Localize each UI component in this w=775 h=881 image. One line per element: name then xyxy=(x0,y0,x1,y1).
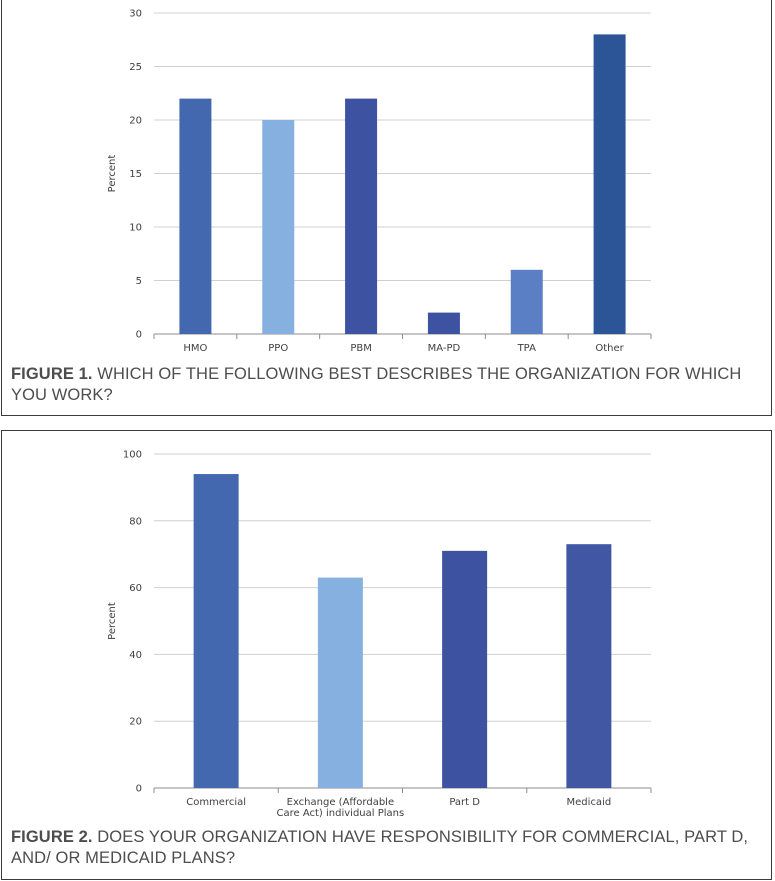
y-axis-title: Percent xyxy=(107,155,118,193)
bar xyxy=(262,120,295,334)
x-category-label: TPA xyxy=(517,343,536,354)
bar xyxy=(193,474,239,788)
chart-2: 0 20 40 60 80 100 Percent Commercial Exchange (A… xyxy=(107,450,652,819)
figure-2-label: FIGURE 2. xyxy=(11,828,93,846)
bar xyxy=(179,98,212,334)
x-category-label: Commercial xyxy=(186,797,246,808)
bar xyxy=(427,312,460,334)
x-category-label: PBM xyxy=(350,343,372,354)
y-axis-title: Percent xyxy=(107,602,118,640)
x-category-label: Medicaid xyxy=(567,797,612,808)
bar xyxy=(566,544,612,788)
y-tick-label: 80 xyxy=(129,516,142,527)
y-tick-label: 40 xyxy=(129,650,142,661)
figure-2-panel: 0 20 40 60 80 100 Percent Commercial Exchange (A… xyxy=(1,430,772,880)
figure-2-text: DOES YOUR ORGANIZATION HAVE RESPONSIBILI… xyxy=(11,828,749,867)
x-category-label: Other xyxy=(595,343,624,354)
figure-2-caption: FIGURE 2. DOES YOUR ORGANIZATION HAVE RE… xyxy=(11,827,761,869)
x-category-label: Care Act) individual Plans xyxy=(277,808,405,819)
bar xyxy=(510,269,543,334)
y-tick-label: 30 xyxy=(129,9,142,20)
figure-1-label: FIGURE 1. xyxy=(11,365,93,383)
y-tick-label: 5 xyxy=(136,276,142,287)
y-tick-label: 60 xyxy=(129,583,142,594)
x-category-label: Exchange (Affordable xyxy=(287,797,394,808)
bar xyxy=(593,34,626,335)
bar xyxy=(345,98,378,334)
y-tick-label: 0 xyxy=(136,784,142,795)
bar xyxy=(317,577,363,788)
figure-1-caption: FIGURE 1. WHICH OF THE FOLLOWING BEST DE… xyxy=(11,364,761,406)
y-tick-label: 100 xyxy=(123,450,142,461)
figure-1-panel: 0 5 10 15 20 25 30 Percent HMO PPO PBM MA-PD TPA Othe… xyxy=(1,0,772,416)
x-category-label: PPO xyxy=(268,343,288,354)
y-tick-label: 15 xyxy=(129,169,142,180)
x-category-label: MA-PD xyxy=(428,343,461,354)
y-tick-label: 0 xyxy=(136,330,142,341)
y-tick-label: 20 xyxy=(129,717,142,728)
chart-1: 0 5 10 15 20 25 30 Percent HMO PPO PBM MA-PD TPA Othe… xyxy=(107,9,652,354)
y-tick-label: 25 xyxy=(129,62,142,73)
y-tick-label: 20 xyxy=(129,116,142,127)
x-category-label: HMO xyxy=(183,343,207,354)
y-tick-label: 10 xyxy=(129,223,142,234)
figure-1-text: WHICH OF THE FOLLOWING BEST DESCRIBES TH… xyxy=(11,365,742,404)
bar xyxy=(442,550,488,788)
x-category-label: Part D xyxy=(449,797,480,808)
